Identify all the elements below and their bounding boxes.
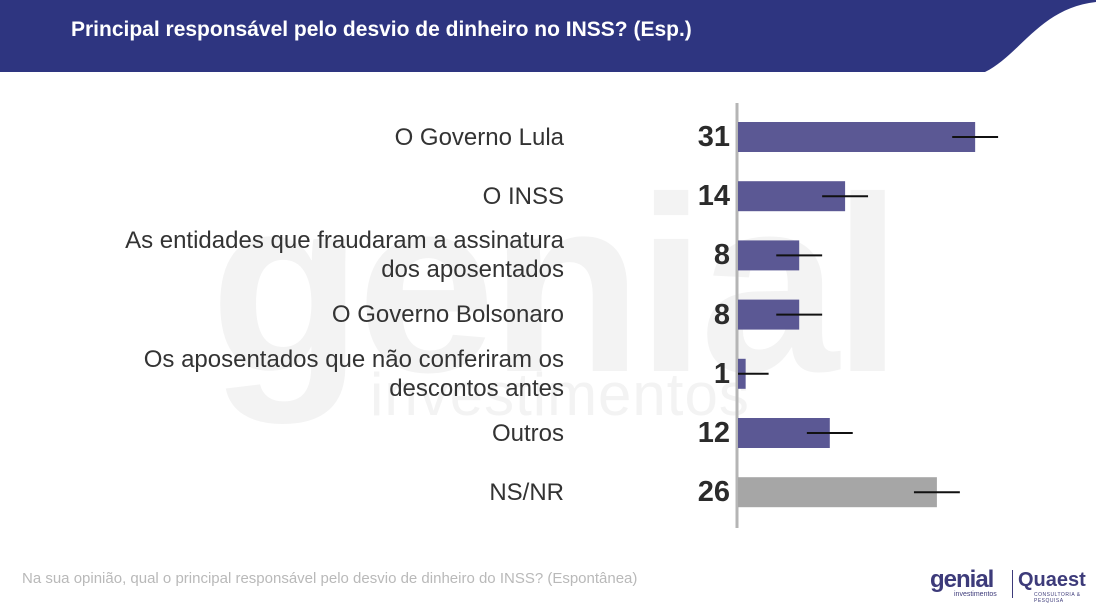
category-label-line: Os aposentados que não conferiram os bbox=[143, 345, 564, 373]
genial-logo-sub: investimentos bbox=[954, 591, 997, 598]
bar bbox=[738, 122, 976, 152]
category-label: O Governo Lula bbox=[44, 123, 564, 152]
category-label: NS/NR bbox=[44, 478, 564, 507]
category-label: O Governo Bolsonaro bbox=[44, 300, 564, 329]
data-label: 12 bbox=[697, 417, 730, 449]
logos: genial investimentos Quaest CONSULTORIA … bbox=[930, 566, 1090, 604]
data-label: 31 bbox=[697, 121, 730, 153]
header-background bbox=[0, 0, 1096, 72]
data-label: 8 bbox=[713, 239, 730, 272]
category-label: As entidades que fraudaram a assinatura d… bbox=[44, 226, 564, 284]
category-label-line: O Governo Bolsonaro bbox=[331, 301, 564, 329]
quaest-logo-sub: CONSULTORIA & PESQUISA bbox=[1034, 592, 1081, 604]
page-title: Principal responsável pelo desvio de din… bbox=[71, 18, 692, 41]
category-label-line: O Governo Lula bbox=[394, 123, 564, 151]
category-label-line: dos aposentados bbox=[381, 256, 564, 284]
category-label: Outros bbox=[44, 419, 564, 448]
bar bbox=[738, 477, 937, 508]
header-banner: Principal responsável pelo desvio de din… bbox=[0, 0, 1096, 72]
logo-divider bbox=[1012, 570, 1013, 598]
category-label-line: Outros bbox=[491, 419, 564, 447]
footnote: Na sua opinião, qual o principal respons… bbox=[22, 570, 638, 587]
quaest-logo: Quaest bbox=[1018, 569, 1086, 591]
data-label: 1 bbox=[713, 357, 730, 390]
category-label: Os aposentados que não conferiram os desc… bbox=[44, 345, 564, 403]
category-label: O INSS bbox=[44, 182, 564, 211]
category-label-line: O INSS bbox=[482, 182, 564, 210]
category-label-line: NS/NR bbox=[489, 478, 564, 506]
data-label: 8 bbox=[713, 298, 730, 331]
data-label: 14 bbox=[697, 180, 730, 213]
genial-logo: genial bbox=[930, 566, 994, 593]
category-label-line: As entidades que fraudaram a assinatura bbox=[125, 227, 564, 255]
category-label-line: descontos antes bbox=[389, 374, 564, 402]
data-label: 26 bbox=[697, 476, 730, 509]
